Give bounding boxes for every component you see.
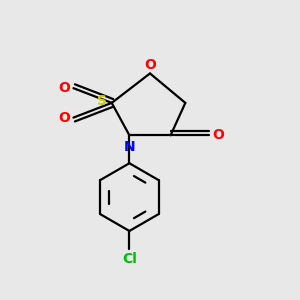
Text: Cl: Cl [122, 252, 137, 266]
Text: O: O [212, 128, 224, 142]
Text: O: O [144, 58, 156, 72]
Text: O: O [58, 111, 70, 124]
Text: S: S [97, 94, 107, 108]
Text: O: O [58, 81, 70, 95]
Text: N: N [124, 140, 135, 154]
